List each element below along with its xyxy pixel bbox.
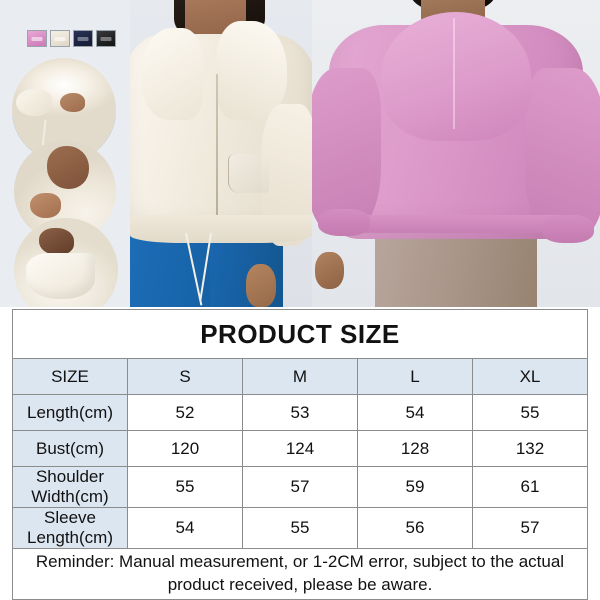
detail-head xyxy=(38,228,75,256)
cell-shoulder-l: 59 xyxy=(357,466,473,508)
jacket-pocket xyxy=(228,153,270,194)
hoodie-cuff-left xyxy=(317,208,370,237)
column-header-m: M xyxy=(242,358,358,395)
row-label-bust: Bust(cm) xyxy=(12,430,128,467)
cell-length-xl: 55 xyxy=(472,394,588,431)
cell-bust-xl: 132 xyxy=(472,430,588,467)
cell-length-s: 52 xyxy=(127,394,243,431)
detail-hand xyxy=(59,93,85,113)
model-hand xyxy=(246,264,276,307)
cell-shoulder-s: 55 xyxy=(127,466,243,508)
detail-hand xyxy=(30,193,61,218)
measurement-reminder-note: Reminder: Manual measurement, or 1-2CM e… xyxy=(12,548,588,600)
table-row: Shoulder Width(cm) 55 57 59 61 xyxy=(12,466,588,508)
model-back-photo xyxy=(312,0,600,307)
table-reminder-row: Reminder: Manual measurement, or 1-2CM e… xyxy=(12,548,588,600)
cell-shoulder-xl: 61 xyxy=(472,466,588,508)
cell-length-l: 54 xyxy=(357,394,473,431)
jacket-elastic-hem xyxy=(130,214,312,243)
pink-hoodie-sleeve-right xyxy=(525,67,600,240)
jacket-zipper xyxy=(215,73,218,222)
cell-length-m: 53 xyxy=(242,394,358,431)
cream-swatch[interactable] xyxy=(50,30,70,47)
jacket-hood-right xyxy=(217,21,287,120)
cell-sleeve-s: 54 xyxy=(127,507,243,549)
table-title-row: PRODUCT SIZE xyxy=(12,309,588,359)
hoodie-hem xyxy=(335,214,577,234)
color-swatch-strip[interactable] xyxy=(27,30,116,47)
detail-collar xyxy=(26,253,96,300)
cell-bust-s: 120 xyxy=(127,430,243,467)
page-title: PRODUCT SIZE xyxy=(12,309,588,359)
hood-center-seam xyxy=(453,18,455,129)
detail-sleeve xyxy=(16,89,52,117)
cell-sleeve-xl: 57 xyxy=(472,507,588,549)
table-row: Length(cm) 52 53 54 55 xyxy=(12,394,588,431)
product-size-table: PRODUCT SIZE SIZE S M L XL Length(cm) 52… xyxy=(12,309,588,600)
hood-collar-detail-photo xyxy=(14,218,118,307)
navy-swatch[interactable] xyxy=(73,30,93,47)
pink-swatch[interactable] xyxy=(27,30,47,47)
pink-hoodie-sleeve-left xyxy=(312,67,382,234)
table-row: Bust(cm) 120 124 128 132 xyxy=(12,430,588,467)
jacket-hood-left xyxy=(140,27,203,120)
black-swatch[interactable] xyxy=(96,30,116,47)
row-label-sleeve-length: Sleeve Length(cm) xyxy=(12,507,128,549)
detail-shoulder xyxy=(46,146,90,189)
cell-sleeve-m: 55 xyxy=(242,507,358,549)
cell-bust-m: 124 xyxy=(242,430,358,467)
table-row: Sleeve Length(cm) 54 55 56 57 xyxy=(12,507,588,549)
row-label-shoulder-width: Shoulder Width(cm) xyxy=(12,466,128,508)
cell-sleeve-l: 56 xyxy=(357,507,473,549)
product-photo-region xyxy=(0,0,600,307)
cell-bust-l: 128 xyxy=(357,430,473,467)
model-front-photo xyxy=(130,0,312,307)
column-header-l: L xyxy=(357,358,473,395)
row-label-length: Length(cm) xyxy=(12,394,128,431)
column-header-xl: XL xyxy=(472,358,588,395)
table-header-row: SIZE S M L XL xyxy=(12,358,588,395)
pink-hoodie-hood xyxy=(381,12,531,142)
hoodie-cuff-right xyxy=(542,214,595,243)
cell-shoulder-m: 57 xyxy=(242,466,358,508)
model-hand xyxy=(314,251,344,289)
column-header-size: SIZE xyxy=(12,358,128,395)
column-header-s: S xyxy=(127,358,243,395)
